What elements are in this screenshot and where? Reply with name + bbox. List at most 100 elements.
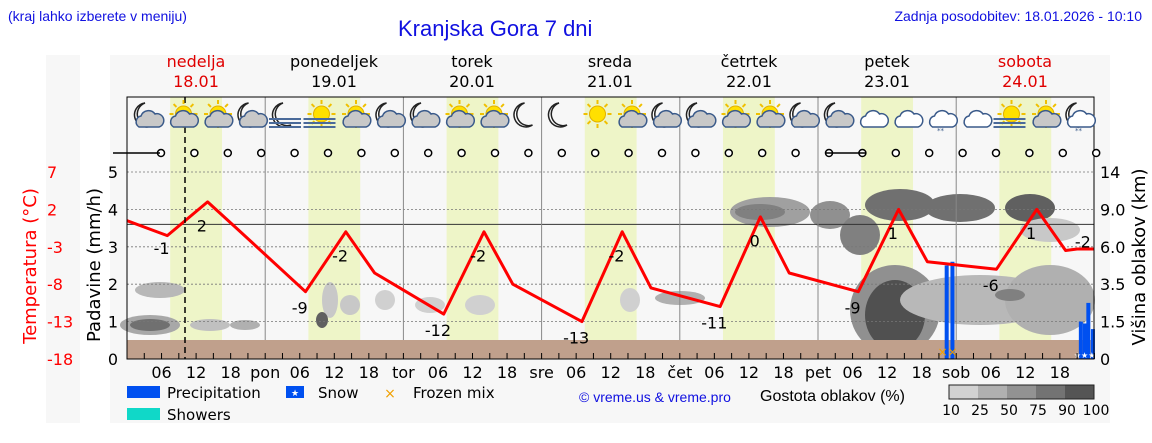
moon-cloud-icon bbox=[651, 102, 683, 128]
cloud-icon bbox=[859, 110, 890, 128]
x-tick-label: 06 bbox=[151, 363, 171, 382]
day-name: ponedeljek bbox=[290, 52, 378, 71]
calm-wind-icon bbox=[1058, 148, 1068, 158]
temperature-label: 1 bbox=[888, 224, 898, 243]
day-date: 20.01 bbox=[449, 72, 495, 91]
x-tick-label: 18 bbox=[911, 363, 931, 382]
day-date: 19.01 bbox=[311, 72, 357, 91]
svg-text:10: 10 bbox=[942, 403, 960, 419]
day-label: torek 20.01 bbox=[412, 52, 532, 92]
calm-wind-icon bbox=[557, 148, 567, 158]
x-tick-label: 18 bbox=[635, 363, 655, 382]
svg-text:×: × bbox=[384, 386, 396, 402]
svg-text:★: ★ bbox=[291, 389, 299, 399]
x-tick-label: pon bbox=[250, 363, 280, 382]
svg-text:-8: -8 bbox=[47, 275, 63, 294]
cloud-snow-icon: ** bbox=[928, 110, 959, 135]
sun-fog-icon bbox=[993, 100, 1026, 128]
temperature-label: -1 bbox=[154, 239, 170, 258]
sun-fog-icon bbox=[303, 100, 336, 128]
moon-fog-icon bbox=[269, 102, 301, 128]
temperature-label: -13 bbox=[563, 329, 589, 348]
day-date: 18.01 bbox=[173, 72, 219, 91]
svg-text:Gostota oblakov (%): Gostota oblakov (%) bbox=[760, 388, 905, 405]
day-name: nedelja bbox=[166, 52, 226, 71]
sun-cloud-icon bbox=[1032, 100, 1062, 128]
calm-wind-icon bbox=[390, 148, 400, 158]
svg-text:Frozen mix: Frozen mix bbox=[413, 384, 495, 402]
calm-wind-icon bbox=[891, 148, 901, 158]
x-tick-label: 18 bbox=[1050, 363, 1070, 382]
temperature-label: -12 bbox=[425, 321, 451, 340]
svg-text:-3: -3 bbox=[47, 238, 63, 257]
temperature-label: -9 bbox=[845, 299, 861, 318]
wind-row bbox=[113, 148, 1101, 158]
temperature-label: -6 bbox=[983, 276, 999, 295]
temperature-label: 0 bbox=[750, 231, 760, 250]
calm-wind-icon bbox=[323, 148, 333, 158]
calm-wind-icon bbox=[490, 148, 500, 158]
svg-text:2: 2 bbox=[47, 200, 57, 219]
x-tick-label: 06 bbox=[981, 363, 1001, 382]
day-label: sobota 24.01 bbox=[965, 52, 1085, 92]
svg-text:7: 7 bbox=[47, 163, 57, 182]
svg-text:Precipitation: Precipitation bbox=[167, 384, 261, 402]
cloud-density-map bbox=[120, 189, 1095, 355]
svg-text:-18: -18 bbox=[47, 350, 73, 369]
svg-text:9.0: 9.0 bbox=[1100, 200, 1125, 219]
last-updated: Zadnja posodobitev: 18.01.2026 - 10:10 bbox=[894, 8, 1142, 24]
x-tick-label: 12 bbox=[601, 363, 621, 382]
x-tick-label: pet bbox=[805, 363, 831, 382]
x-tick-label: 06 bbox=[428, 363, 448, 382]
moon-icon bbox=[547, 102, 568, 128]
x-tick-label: sre bbox=[529, 363, 553, 382]
svg-text:50: 50 bbox=[1000, 403, 1018, 419]
svg-text:0: 0 bbox=[1100, 350, 1110, 369]
x-tick-label: 06 bbox=[704, 363, 724, 382]
svg-text:Višina oblakov (km): Višina oblakov (km) bbox=[1129, 168, 1150, 345]
moon-icon bbox=[513, 102, 533, 128]
calm-wind-icon bbox=[524, 148, 533, 158]
legend: Precipitation ★ Snow × Frozen mix Showers © vr… bbox=[127, 384, 1109, 424]
calm-wind-icon bbox=[724, 148, 734, 158]
moon-cloud-icon bbox=[409, 102, 441, 128]
cloud-icon bbox=[894, 110, 924, 128]
location-hint: (kraj lahko izberete v meniju) bbox=[8, 8, 187, 24]
moon-cloud-icon bbox=[237, 102, 269, 128]
svg-text:14: 14 bbox=[1100, 163, 1120, 182]
x-tick-label: 18 bbox=[359, 363, 379, 382]
calm-wind-icon bbox=[657, 148, 667, 158]
svg-text:-13: -13 bbox=[47, 313, 73, 332]
day-date: 22.01 bbox=[726, 72, 772, 91]
x-tick-label: 06 bbox=[842, 363, 862, 382]
day-name: sreda bbox=[587, 52, 633, 71]
svg-text:5: 5 bbox=[108, 163, 118, 182]
svg-text:25: 25 bbox=[971, 403, 989, 419]
svg-text:**: ** bbox=[1075, 127, 1083, 135]
temperature-label: -2 bbox=[470, 246, 486, 265]
calm-wind-icon bbox=[590, 148, 600, 158]
day-name: petek bbox=[864, 52, 910, 71]
calm-wind-icon bbox=[757, 148, 767, 158]
temperature-labels: -12-9-2-12-2-13-2-110-91-61 -2 bbox=[154, 216, 1091, 347]
day-date: 24.01 bbox=[1002, 72, 1048, 91]
svg-text:3: 3 bbox=[108, 238, 118, 257]
svg-text:**: ** bbox=[937, 127, 945, 135]
sun-cloud-icon bbox=[204, 100, 234, 128]
page-title: Kranjska Gora 7 dni bbox=[398, 16, 593, 41]
sun-cloud-icon bbox=[169, 100, 200, 128]
sun-cloud-icon bbox=[721, 100, 752, 128]
temperature-label: -2 bbox=[332, 246, 348, 265]
sun-icon bbox=[583, 100, 612, 128]
calm-wind-icon bbox=[924, 148, 934, 158]
svg-text:2: 2 bbox=[108, 275, 118, 294]
x-tick-label: 06 bbox=[566, 363, 586, 382]
day-name: torek bbox=[451, 52, 493, 71]
calm-wind-icon bbox=[423, 148, 433, 158]
calm-wind-icon bbox=[991, 148, 1001, 158]
precipitation-bars: ×× ★★★ bbox=[938, 261, 1095, 360]
x-axis: 06 12 18 pon 06 12 18 tor 06 12 18 sre 06 12 18 čet 06 12… bbox=[126, 353, 1095, 382]
x-tick-label: tor bbox=[392, 363, 415, 382]
day-name: četrtek bbox=[720, 52, 778, 71]
x-tick-label: 12 bbox=[739, 363, 759, 382]
